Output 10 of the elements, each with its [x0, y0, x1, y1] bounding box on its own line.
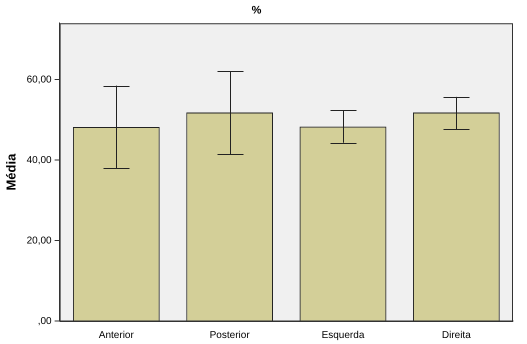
- y-tick-label: 60,00: [26, 74, 52, 86]
- y-tick-label: ,00: [38, 316, 52, 327]
- y-axis-title: Média: [3, 152, 18, 191]
- y-tick-label: 20,00: [26, 235, 52, 246]
- x-tick-label: Esquerda: [322, 330, 365, 341]
- chart-title: %: [252, 4, 262, 17]
- x-tick-label: Anterior: [98, 330, 134, 341]
- y-tick-label: 40,00: [26, 154, 52, 166]
- x-tick-label: Direita: [442, 330, 472, 341]
- x-tick-label: Posterior: [210, 330, 250, 341]
